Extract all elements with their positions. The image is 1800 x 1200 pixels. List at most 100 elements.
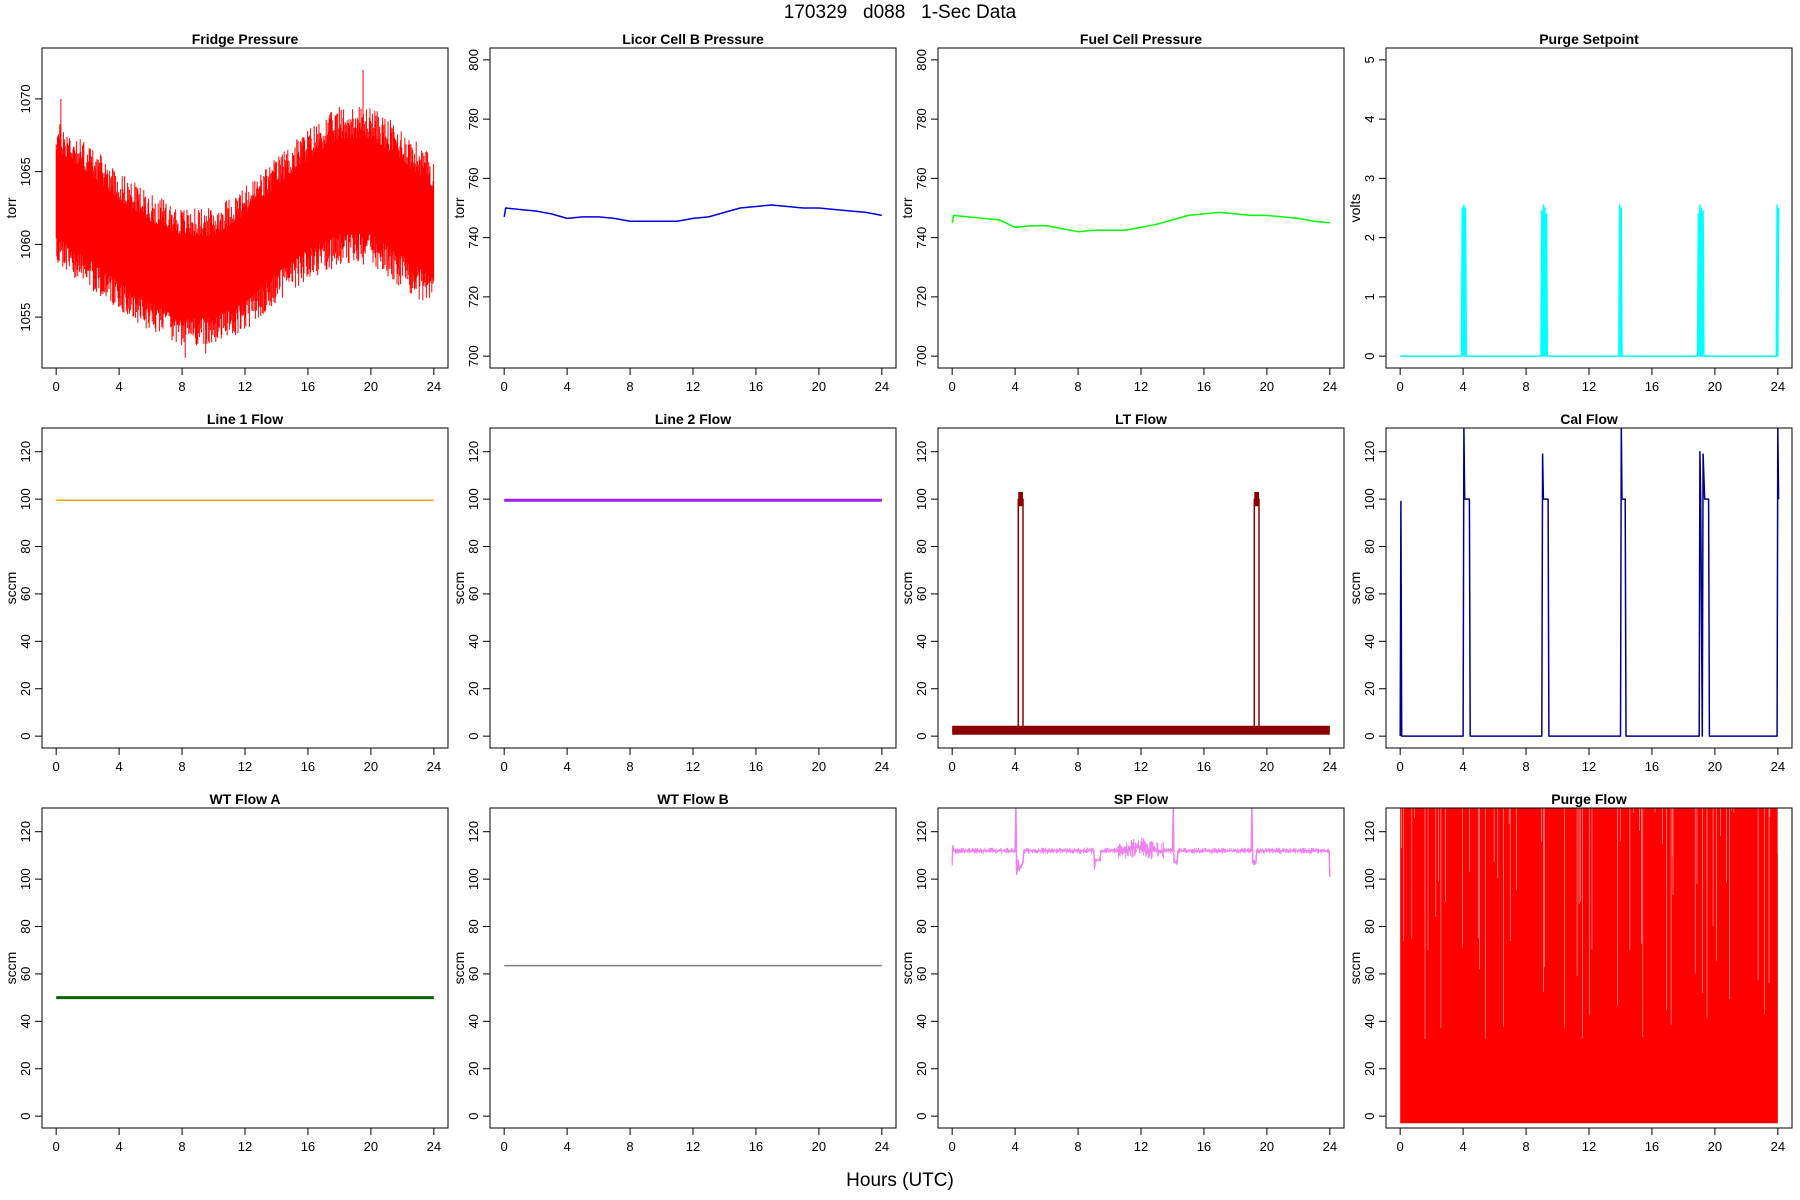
x-tick-label: 12 — [686, 759, 700, 774]
x-tick-label: 0 — [53, 1139, 60, 1154]
x-tick-label: 8 — [1074, 759, 1081, 774]
x-tick-label: 16 — [749, 759, 763, 774]
x-tick-label: 20 — [1260, 759, 1274, 774]
y-tick-label: 700 — [914, 345, 929, 367]
page-title: 170329 d088 1-Sec Data — [783, 2, 1017, 23]
y-tick-label: 0 — [466, 733, 481, 740]
y-tick-label: 1060 — [18, 230, 33, 259]
x-tick-label: 4 — [1011, 1139, 1018, 1154]
plot-frame — [1385, 427, 1793, 749]
x-tick-label: 8 — [1522, 1139, 1529, 1154]
x-tick-label: 20 — [364, 1139, 378, 1154]
panel-title: LT Flow — [1115, 411, 1167, 427]
y-tick-label: 20 — [466, 682, 481, 696]
x-tick-label: 20 — [364, 379, 378, 394]
plot-frame — [937, 807, 1345, 1129]
x-tick-label: 8 — [1074, 379, 1081, 394]
y-tick-label: 0 — [1362, 733, 1377, 740]
x-tick-label: 16 — [1197, 759, 1211, 774]
x-tick-label: 4 — [1459, 1139, 1466, 1154]
y-tick-label: 120 — [466, 441, 481, 463]
y-tick-label: 20 — [466, 1062, 481, 1076]
y-tick-label: 100 — [914, 868, 929, 890]
y-tick-label: 60 — [18, 967, 33, 981]
y-axis-label: torr — [451, 197, 467, 218]
x-tick-label: 24 — [1323, 1139, 1337, 1154]
x-tick-label: 16 — [1197, 379, 1211, 394]
x-tick-label: 8 — [1074, 1139, 1081, 1154]
y-tick-label: 0 — [914, 1113, 929, 1120]
plot-area — [1400, 204, 1780, 357]
plot-area — [1400, 808, 1779, 1124]
y-tick-label: 800 — [914, 49, 929, 71]
y-tick-label: 5 — [1362, 56, 1377, 63]
x-tick-label: 12 — [1134, 1139, 1148, 1154]
x-tick-label: 0 — [949, 379, 956, 394]
x-tick-label: 4 — [563, 759, 570, 774]
x-tick-label: 0 — [1397, 1139, 1404, 1154]
y-tick-label: 100 — [1362, 868, 1377, 890]
y-tick-label: 100 — [1362, 488, 1377, 510]
y-tick-label: 780 — [466, 108, 481, 130]
y-tick-label: 40 — [18, 1014, 33, 1028]
x-tick-label: 20 — [812, 1139, 826, 1154]
y-tick-label: 0 — [1362, 1113, 1377, 1120]
y-tick-label: 2 — [1362, 234, 1377, 241]
y-tick-label: 60 — [914, 587, 929, 601]
y-tick-label: 100 — [18, 868, 33, 890]
panel-wt-flow-b: WT Flow B sccm 0 20 40 60 80 100 120 0 4 8 12 16 20 24 — [451, 791, 897, 1154]
y-tick-label: 720 — [466, 286, 481, 308]
x-tick-label: 4 — [1011, 759, 1018, 774]
y-axis-label: sccm — [899, 572, 915, 605]
panel-title: Cal Flow — [1560, 411, 1618, 427]
y-tick-label: 120 — [914, 821, 929, 843]
plot-frame — [489, 807, 897, 1129]
x-tick-label: 12 — [686, 379, 700, 394]
sp-flow-noise — [951, 820, 1331, 876]
plot-frame — [489, 427, 897, 749]
noise-core — [56, 138, 434, 319]
panel-fridge-pressure: Fridge Pressure torr 1055 1060 1065 1070 0 4 8 12… — [3, 31, 449, 394]
x-tick-label: 12 — [1582, 379, 1596, 394]
x-tick-label: 16 — [1645, 759, 1659, 774]
x-tick-label: 0 — [53, 759, 60, 774]
x-tick-label: 16 — [301, 379, 315, 394]
y-tick-label: 80 — [1362, 539, 1377, 553]
x-tick-label: 0 — [501, 1139, 508, 1154]
x-tick-label: 20 — [364, 759, 378, 774]
x-tick-label: 20 — [1260, 1139, 1274, 1154]
y-tick-label: 80 — [466, 539, 481, 553]
x-tick-label: 8 — [626, 759, 633, 774]
x-tick-label: 12 — [1582, 759, 1596, 774]
x-tick-label: 16 — [301, 1139, 315, 1154]
x-tick-label: 12 — [1134, 379, 1148, 394]
y-tick-label: 720 — [914, 286, 929, 308]
x-tick-label: 24 — [875, 759, 889, 774]
x-tick-label: 8 — [178, 759, 185, 774]
y-tick-label: 40 — [18, 634, 33, 648]
y-tick-label: 120 — [1362, 821, 1377, 843]
x-tick-label: 12 — [238, 759, 252, 774]
y-tick-label: 100 — [914, 488, 929, 510]
panel-title: Fuel Cell Pressure — [1080, 31, 1202, 47]
y-tick-label: 60 — [466, 967, 481, 981]
y-tick-label: 0 — [18, 733, 33, 740]
y-tick-label: 120 — [914, 441, 929, 463]
x-tick-label: 0 — [949, 1139, 956, 1154]
panel-fuel-cell-pressure: Fuel Cell Pressure torr 700 720 740 760 780 800… — [899, 31, 1345, 394]
y-tick-label: 80 — [914, 919, 929, 933]
panel-line-1-flow: Line 1 Flow sccm 0 20 40 60 80 100 120 0 4 8 12 16 20 2… — [3, 411, 449, 774]
y-tick-label: 60 — [1362, 587, 1377, 601]
y-tick-label: 20 — [18, 682, 33, 696]
x-tick-label: 16 — [1645, 379, 1659, 394]
y-tick-label: 20 — [1362, 1062, 1377, 1076]
y-tick-label: 120 — [1362, 441, 1377, 463]
y-tick-label: 40 — [466, 1014, 481, 1028]
x-tick-label: 0 — [501, 759, 508, 774]
x-tick-label: 0 — [501, 379, 508, 394]
y-tick-label: 60 — [1362, 967, 1377, 981]
x-tick-label: 12 — [238, 1139, 252, 1154]
y-tick-label: 60 — [914, 967, 929, 981]
